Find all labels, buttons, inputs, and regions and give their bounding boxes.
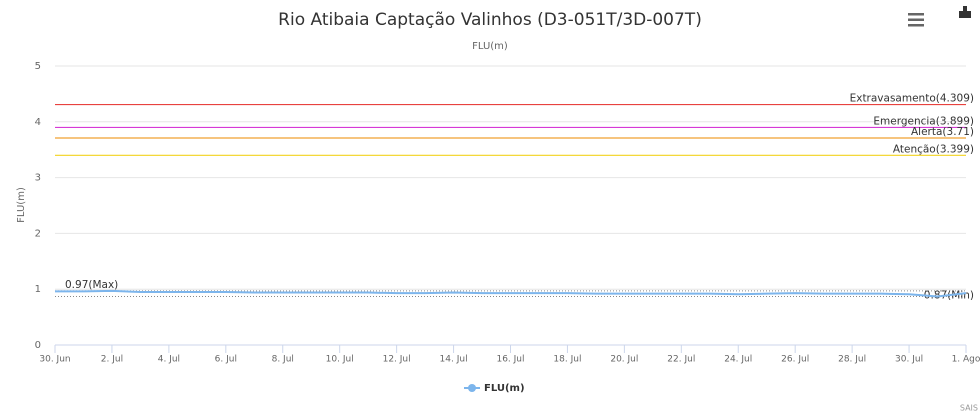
x-tick-label: 12. Jul: [383, 355, 411, 365]
y-tick-label: 3: [35, 173, 41, 184]
x-tick-label: 30. Jun: [39, 355, 70, 365]
credits: SAIS: [960, 404, 978, 413]
y-tick-label: 0: [35, 340, 41, 351]
min-max-label: 0.97(Max): [65, 279, 118, 291]
x-tick-label: 10. Jul: [326, 355, 354, 365]
x-tick-label: 2. Jul: [101, 355, 123, 365]
legend-label: FLU(m): [484, 383, 525, 394]
plot-line-label: Emergencia(3.899): [873, 115, 974, 127]
x-tick-label: 22. Jul: [667, 355, 695, 365]
y-axis-title: FLU(m): [16, 187, 27, 223]
x-tick-label: 24. Jul: [724, 355, 752, 365]
y-tick-label: 5: [35, 61, 41, 72]
legend-marker: [468, 384, 476, 392]
plot-line-label: Atenção(3.399): [893, 143, 974, 155]
plot-line-label: Alerta(3.71): [911, 126, 974, 138]
x-tick-label: 30. Jul: [895, 355, 923, 365]
menu-button[interactable]: [908, 13, 924, 27]
y-tick-label: 2: [35, 228, 41, 239]
x-tick-label: 18. Jul: [553, 355, 581, 365]
plot-line-label: Extravasamento(4.309): [850, 93, 974, 105]
y-tick-label: 4: [35, 117, 41, 128]
x-tick-label: 1. Ago: [952, 355, 980, 365]
x-tick-label: 4. Jul: [158, 355, 180, 365]
x-tick-label: 8. Jul: [272, 355, 294, 365]
y-tick-label: 1: [35, 284, 41, 295]
chart-subtitle: FLU(m): [472, 41, 508, 52]
print-button[interactable]: [959, 6, 971, 18]
x-tick-label: 14. Jul: [440, 355, 468, 365]
series-line: [55, 289, 967, 298]
x-tick-label: 6. Jul: [215, 355, 237, 365]
x-tick-label: 28. Jul: [838, 355, 866, 365]
x-tick-label: 26. Jul: [781, 355, 809, 365]
x-tick-label: 16. Jul: [496, 355, 524, 365]
x-tick-label: 20. Jul: [610, 355, 638, 365]
chart-title: Rio Atibaia Captação Valinhos (D3-051T/3…: [278, 10, 702, 30]
